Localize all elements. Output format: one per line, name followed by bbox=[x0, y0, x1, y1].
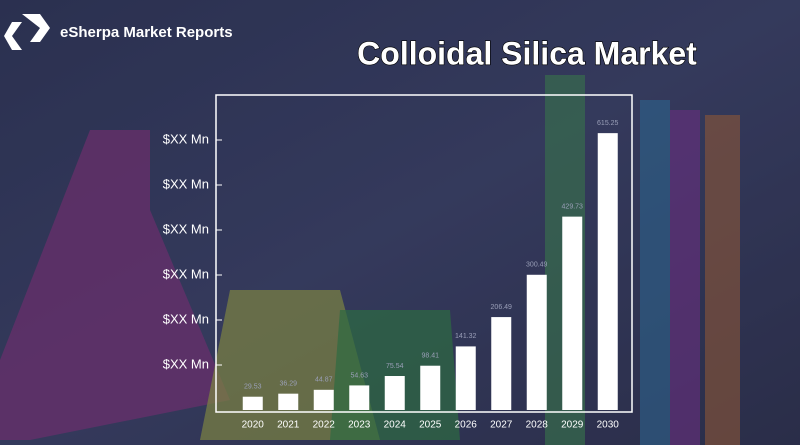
bar bbox=[491, 317, 512, 410]
y-tick-label: $XX Mn bbox=[163, 266, 209, 281]
y-tick-label: $XX Mn bbox=[163, 221, 209, 236]
bar bbox=[242, 396, 263, 410]
bar bbox=[384, 376, 405, 410]
bar bbox=[455, 346, 476, 410]
x-tick-label: 2020 bbox=[242, 420, 265, 431]
brand-name: eSherpa Market Reports bbox=[60, 24, 233, 41]
chart-title: Colloidal Silica Market bbox=[357, 35, 697, 71]
logo bbox=[4, 14, 50, 50]
x-tick-label: 2029 bbox=[561, 420, 584, 431]
value-label: 36.29 bbox=[279, 381, 297, 388]
value-label: 44.87 bbox=[315, 377, 333, 384]
x-tick-label: 2028 bbox=[526, 420, 549, 431]
bar bbox=[597, 133, 618, 410]
tube-decoration bbox=[670, 110, 700, 445]
value-label: 29.53 bbox=[244, 384, 262, 391]
y-tick-label: $XX Mn bbox=[163, 356, 209, 371]
flask-decoration bbox=[0, 130, 230, 440]
bar bbox=[526, 274, 547, 410]
x-tick-label: 2022 bbox=[313, 420, 336, 431]
x-tick-label: 2023 bbox=[348, 420, 371, 431]
tube-decoration bbox=[705, 115, 740, 445]
bar bbox=[562, 216, 583, 410]
x-tick-label: 2024 bbox=[384, 420, 407, 431]
y-tick-label: $XX Mn bbox=[163, 311, 209, 326]
x-tick-label: 2027 bbox=[490, 420, 513, 431]
x-tick-label: 2026 bbox=[455, 420, 478, 431]
x-tick-label: 2021 bbox=[277, 420, 300, 431]
plot-frame bbox=[215, 94, 633, 413]
y-tick-label: $XX Mn bbox=[163, 131, 209, 146]
x-tick-label: 2025 bbox=[419, 420, 442, 431]
value-label: 141.32 bbox=[455, 333, 477, 340]
y-tick-label: $XX Mn bbox=[163, 176, 209, 191]
bar bbox=[313, 389, 334, 410]
value-label: 300.49 bbox=[526, 262, 548, 269]
x-tick-label: 2030 bbox=[597, 420, 620, 431]
value-label: 615.25 bbox=[597, 120, 619, 127]
value-label: 98.41 bbox=[421, 353, 439, 360]
value-label: 54.63 bbox=[350, 372, 368, 379]
value-label: 429.73 bbox=[562, 203, 584, 210]
value-label: 75.54 bbox=[386, 363, 404, 370]
tube-decoration bbox=[640, 100, 670, 445]
bar bbox=[420, 365, 441, 410]
bar bbox=[349, 385, 370, 410]
value-label: 206.49 bbox=[491, 304, 513, 311]
bar bbox=[278, 393, 299, 410]
